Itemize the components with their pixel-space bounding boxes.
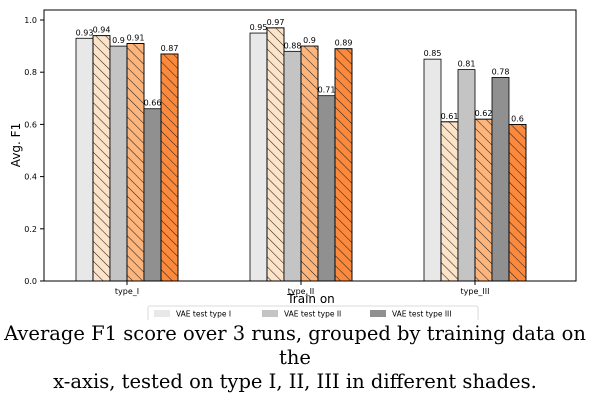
bar bbox=[457, 69, 476, 282]
bar bbox=[249, 32, 268, 282]
y-axis-label: Avg. F1 bbox=[9, 123, 23, 167]
bar bbox=[423, 58, 442, 282]
bar-hatch bbox=[508, 124, 527, 282]
bars-group bbox=[75, 27, 527, 282]
y-tick-label: 0.0 bbox=[24, 277, 37, 286]
bar-hatch bbox=[92, 35, 111, 282]
value-labels-group: 0.930.950.850.940.970.610.90.880.810.91 0… bbox=[76, 18, 524, 124]
bar-hatch bbox=[440, 121, 459, 282]
x-axis-label: Train on bbox=[286, 292, 335, 306]
value-label: 0.61 bbox=[441, 112, 459, 121]
value-label: 0.9 bbox=[303, 36, 316, 45]
value-label: 0.71 bbox=[318, 86, 336, 95]
legend-label: VAE test type II bbox=[284, 310, 341, 319]
bar bbox=[75, 37, 94, 282]
legend-swatch bbox=[154, 310, 170, 317]
y-axis: 0.0 0.2 0.4 0.6 0.8 1.0 bbox=[24, 16, 44, 286]
figure-caption: Average F1 score over 3 runs, grouped by… bbox=[0, 322, 590, 394]
bar bbox=[143, 108, 162, 282]
value-label: 0.88 bbox=[284, 41, 302, 50]
bar bbox=[491, 77, 510, 282]
value-label: 0.78 bbox=[492, 67, 510, 76]
y-tick-label: 1.0 bbox=[24, 16, 37, 25]
value-label: 0.85 bbox=[424, 49, 442, 58]
value-label: 0.89 bbox=[335, 39, 353, 48]
value-label: 0.87 bbox=[161, 44, 179, 53]
y-tick-label: 0.6 bbox=[24, 120, 37, 129]
x-axis: type_I type_II type_III bbox=[115, 281, 490, 296]
value-label: 0.66 bbox=[144, 99, 162, 108]
bar-chart: 0.930.950.850.940.970.610.90.880.810.91 0… bbox=[9, 9, 577, 320]
legend-swatch bbox=[262, 310, 278, 317]
x-tick-label: type_III bbox=[461, 287, 490, 296]
y-tick-label: 0.2 bbox=[24, 225, 37, 234]
value-label: 0.81 bbox=[458, 60, 476, 69]
bar-hatch bbox=[334, 48, 353, 282]
legend-label: VAE test type I bbox=[176, 310, 231, 319]
bar-hatch bbox=[160, 53, 179, 282]
bar-hatch bbox=[126, 43, 145, 282]
x-tick-label: type_I bbox=[115, 287, 139, 296]
bar bbox=[283, 50, 302, 282]
bar-hatch bbox=[300, 45, 319, 282]
caption-line-2: x-axis, tested on type I, II, III in dif… bbox=[53, 370, 537, 393]
value-label: 0.95 bbox=[250, 23, 268, 32]
value-label: 0.6 bbox=[511, 114, 524, 123]
legend-swatch bbox=[370, 310, 386, 317]
value-label: 0.91 bbox=[127, 33, 145, 42]
value-label: 0.62 bbox=[475, 109, 493, 118]
x-tick-label: type_II bbox=[288, 287, 315, 296]
value-label: 0.9 bbox=[112, 36, 125, 45]
plot-frame bbox=[43, 9, 577, 282]
value-label: 0.93 bbox=[76, 28, 94, 37]
legend-label: VAE test type III bbox=[392, 310, 451, 319]
bar bbox=[317, 95, 336, 282]
value-label: 0.97 bbox=[267, 18, 285, 27]
bar-hatch bbox=[474, 118, 493, 282]
legend-frame bbox=[147, 305, 479, 320]
bar bbox=[109, 45, 128, 282]
value-label: 0.94 bbox=[93, 26, 111, 35]
bar-hatch bbox=[266, 27, 285, 282]
y-tick-label: 0.4 bbox=[24, 173, 37, 182]
caption-line-1: Average F1 score over 3 runs, grouped by… bbox=[4, 322, 586, 369]
y-tick-label: 0.8 bbox=[24, 68, 37, 77]
